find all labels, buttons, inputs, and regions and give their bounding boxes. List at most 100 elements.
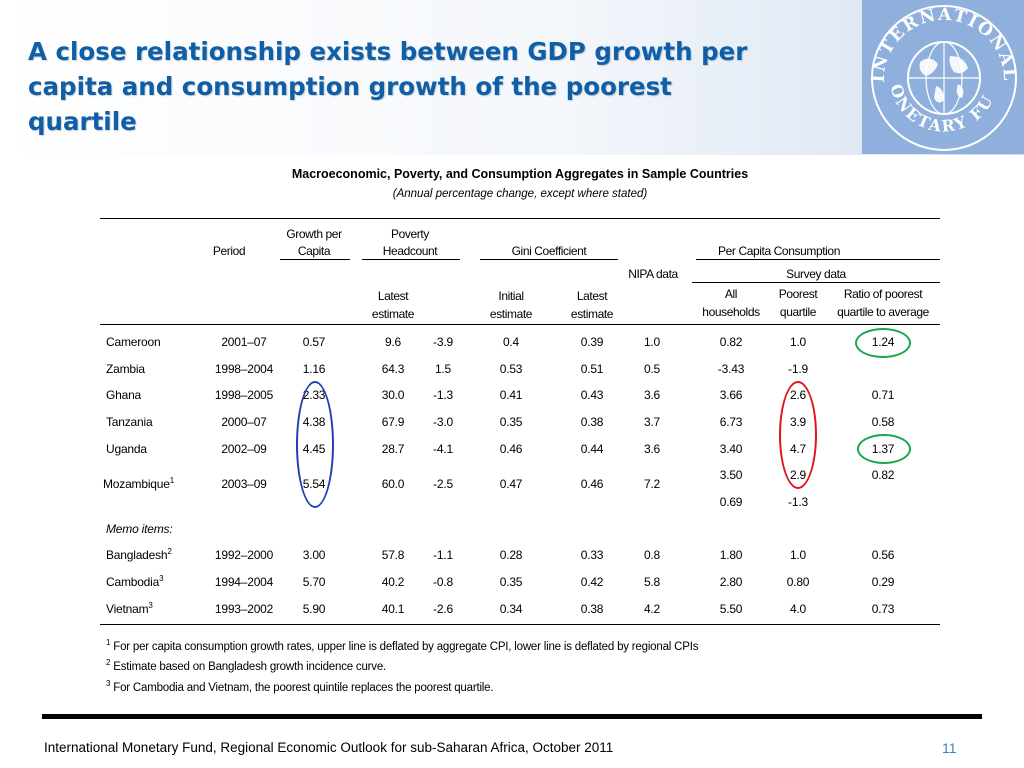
country-name: Bangladesh2: [106, 547, 172, 563]
table-cell-gini-initial: 0.34: [499, 602, 523, 616]
footnote-reference: 3: [148, 601, 153, 610]
footer-source: International Monetary Fund, Regional Ec…: [44, 740, 614, 755]
table-cell-pov-latest: 60.0: [381, 477, 405, 491]
country-label: Vietnam: [106, 602, 149, 616]
table-cell-ratio: 0.71: [871, 388, 895, 402]
table-cell-all: 3.50: [719, 468, 743, 482]
footnote-marker: 3: [106, 679, 111, 688]
table-cell-all: 0.82: [719, 335, 743, 349]
table-cell-pov-change: -2.5: [433, 477, 453, 491]
header-estimate: estimate: [489, 307, 533, 321]
table-cell-poorest: 1.0: [789, 548, 807, 562]
footnote-marker: 2: [106, 658, 111, 667]
table-cell-period: 1994–2004: [214, 575, 274, 589]
footnote-text: For Cambodia and Vietnam, the poorest qu…: [113, 682, 494, 694]
table-cell-gini-initial: 0.4: [502, 335, 520, 349]
country-label: Bangladesh: [106, 548, 168, 562]
table-cell-growth: 5.90: [302, 602, 326, 616]
header-gini: Gini Coefficient: [511, 244, 587, 258]
footnote-reference: 3: [159, 574, 164, 583]
footnote-text: Estimate based on Bangladesh growth inci…: [113, 661, 387, 673]
consumption-header-rule: [696, 259, 940, 260]
table-cell-period: 1993–2002: [214, 602, 274, 616]
table-cell-growth: 1.16: [302, 362, 326, 376]
header-ratio: quartile to average: [837, 305, 929, 319]
growth-header-rule: [280, 259, 350, 260]
table-cell-gini-initial: 0.35: [499, 415, 523, 429]
country-name: Cambodia3: [106, 574, 164, 590]
header-growth: Growth per: [286, 227, 342, 241]
table-cell-pov-change: -3.9: [433, 335, 453, 349]
gini-header-rule: [480, 259, 618, 260]
survey-header-rule: [692, 282, 940, 283]
country-label: Memo items:: [106, 522, 173, 536]
table-cell-poorest: 4.0: [789, 602, 807, 616]
table-cell-nipa: 0.8: [643, 548, 661, 562]
header-period: Period: [212, 244, 246, 258]
header-latest: Latest: [576, 289, 608, 303]
footnote: 3 For Cambodia and Vietnam, the poorest …: [106, 679, 494, 695]
table-cell-gini-initial: 0.28: [499, 548, 523, 562]
table-cell-pov-change: -0.8: [433, 575, 453, 589]
table-cell-all: 1.80: [719, 548, 743, 562]
slide-title-line: A close relationship exists between GDP …: [28, 37, 748, 66]
growth-highlight-circle: [296, 381, 334, 508]
header-ratio: Ratio of poorest: [843, 287, 923, 301]
poorest-highlight-circle: [779, 381, 817, 489]
country-name: Ghana: [106, 388, 141, 402]
imf-logo: INTERNATIONAL MONETARY FUND: [852, 0, 1024, 154]
table-cell-period: 1998–2004: [214, 362, 274, 376]
memo-items-label: Memo items:: [106, 522, 173, 536]
table-cell-nipa: 3.7: [643, 415, 661, 429]
country-name: Vietnam3: [106, 601, 153, 617]
table-cell-growth: 5.70: [302, 575, 326, 589]
table-cell-growth: 0.57: [302, 335, 326, 349]
table-cell-pov-latest: 40.2: [381, 575, 405, 589]
footnote-marker: 1: [106, 638, 111, 647]
table-cell-nipa: 3.6: [643, 388, 661, 402]
table-cell-gini-latest: 0.33: [580, 548, 604, 562]
footnote: 2 Estimate based on Bangladesh growth in…: [106, 658, 387, 674]
header-initial: Initial: [498, 289, 524, 303]
table-cell-poorest: -1.3: [788, 495, 808, 509]
table-cell-pov-latest: 57.8: [381, 548, 405, 562]
country-label: Mozambique: [103, 477, 170, 491]
country-label: Zambia: [106, 362, 145, 376]
table-cell-nipa: 7.2: [643, 477, 661, 491]
table-cell-poorest: -1.9: [788, 362, 808, 376]
table-cell-all: 3.66: [719, 388, 743, 402]
table-cell-ratio: 0.58: [871, 415, 895, 429]
country-name: Zambia: [106, 362, 145, 376]
table-cell-pov-latest: 67.9: [381, 415, 405, 429]
footnote: 1 For per capita consumption growth rate…: [106, 638, 698, 654]
header-estimate: estimate: [371, 307, 415, 321]
header-growth: Capita: [297, 244, 331, 258]
country-label: Ghana: [106, 388, 142, 402]
country-label: Uganda: [106, 442, 147, 456]
table-cell-gini-latest: 0.38: [580, 415, 604, 429]
poverty-header-rule: [362, 259, 460, 260]
table-cell-gini-initial: 0.35: [499, 575, 523, 589]
table-bottom-rule: [100, 624, 940, 625]
table-cell-gini-latest: 0.43: [580, 388, 604, 402]
slide-title-line: capita and consumption growth of the poo…: [28, 72, 672, 101]
header-per-capita-consumption: Per Capita Consumption: [718, 244, 840, 258]
table-cell-gini-latest: 0.46: [580, 477, 604, 491]
header-all: All: [724, 287, 738, 301]
ratio-highlight-circle-cameroon: [855, 328, 911, 358]
table-subtitle: (Annual percentage change, except where …: [392, 188, 648, 200]
table-cell-gini-latest: 0.42: [580, 575, 604, 589]
table-cell-poorest: 0.80: [786, 575, 810, 589]
table-cell-gini-initial: 0.41: [499, 388, 523, 402]
header-latest: Latest: [377, 289, 409, 303]
table-cell-all: 5.50: [719, 602, 743, 616]
table-cell-ratio: 0.56: [871, 548, 895, 562]
table-cell-pov-latest: 28.7: [381, 442, 405, 456]
table-cell-nipa: 0.5: [643, 362, 661, 376]
table-cell-ratio: 0.29: [871, 575, 895, 589]
country-label: Cambodia: [106, 575, 160, 589]
table-title: Macroeconomic, Poverty, and Consumption …: [291, 167, 749, 181]
table-cell-gini-latest: 0.44: [580, 442, 604, 456]
table-cell-period: 2003–09: [221, 477, 267, 491]
footnote-reference: 2: [167, 547, 172, 556]
